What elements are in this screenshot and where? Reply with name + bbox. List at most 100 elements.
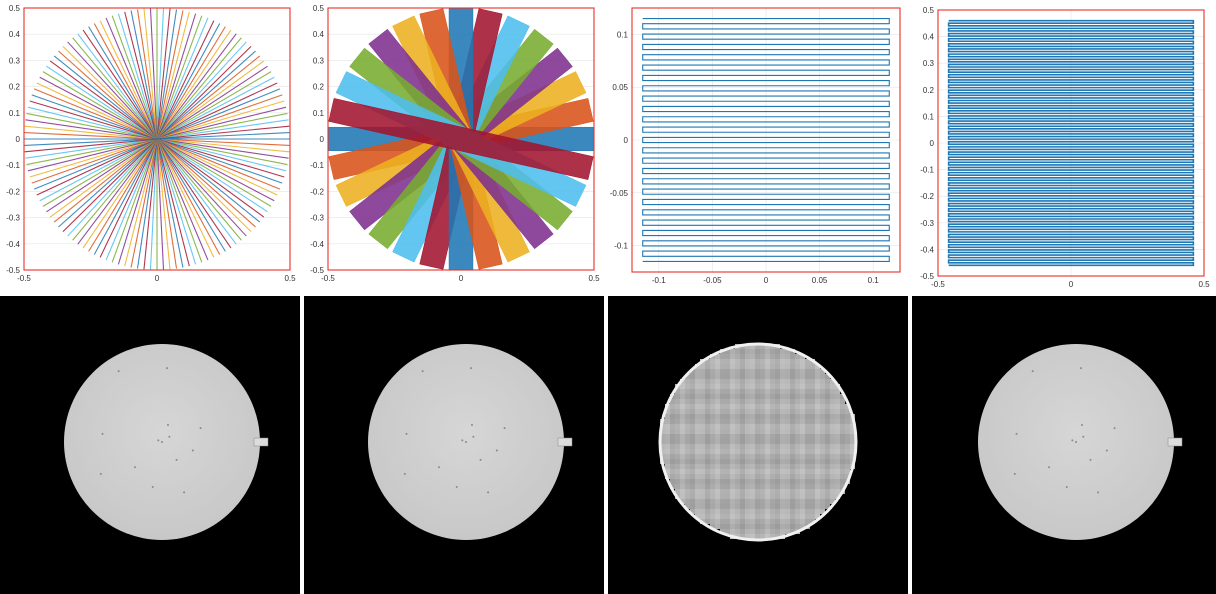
boundary-box — [937, 9, 1205, 277]
y-tick-label: -0.1 — [920, 166, 934, 175]
marker-artifact — [557, 437, 573, 447]
y-tick-label: 0.2 — [923, 86, 935, 95]
y-tick-label: -0.5 — [310, 266, 324, 275]
boundary-box — [23, 7, 291, 271]
reconstruction-image-1 — [0, 296, 300, 594]
speck — [472, 435, 475, 438]
speck — [1065, 486, 1068, 489]
speck — [1079, 367, 1082, 370]
x-tick-label: 0 — [155, 274, 160, 283]
marker-artifact — [253, 437, 269, 447]
y-tick-label: 0.3 — [313, 56, 325, 65]
cartesian-low-res-panel: -0.1 -0.05 0 0.05 0.1 0.1 0.05 0 -0.05 -0.1 — [608, 0, 908, 292]
y-tick-label: 0.2 — [9, 83, 21, 92]
phantom-disc-image — [368, 344, 573, 540]
x-tick-label: 0.5 — [588, 274, 600, 283]
speck — [465, 441, 467, 443]
x-tick-label: 0.05 — [812, 276, 828, 285]
speck — [183, 491, 186, 494]
speck — [437, 466, 440, 469]
y-tick-label: 0 — [624, 136, 629, 145]
speck — [1097, 491, 1100, 494]
speck — [1080, 424, 1083, 427]
speck — [455, 486, 458, 489]
radial-trajectory-panel: -0.5 0 0.5 0.5 0.4 0.3 0.2 0.1 0 -0.1 -0.2 -0.3 -0.4… — [0, 0, 300, 292]
phantom-disc-image — [658, 342, 858, 542]
speck — [421, 370, 424, 373]
y-tick-label: -0.05 — [610, 189, 629, 198]
y-tick-label: 0.4 — [923, 33, 935, 42]
y-tick-label: 0 — [930, 139, 935, 148]
x-tick-label: -0.5 — [17, 274, 31, 283]
x-tick-label: -0.5 — [931, 280, 945, 289]
y-tick-label: 0.3 — [923, 59, 935, 68]
y-tick-label: 0.2 — [313, 83, 325, 92]
phantom-disc-image — [64, 344, 269, 540]
speck — [1015, 432, 1018, 435]
speck — [151, 486, 154, 489]
speck — [405, 432, 408, 435]
x-tick-label: 0.5 — [284, 274, 296, 283]
speck — [1071, 439, 1074, 442]
y-tick-label: 0.5 — [313, 4, 325, 13]
y-tick-label: 0.4 — [9, 30, 21, 39]
y-tick-label: -0.1 — [6, 161, 20, 170]
cartesian-full-chart: -0.5 0 0.5 0.5 0.4 0.3 0.2 0.1 0 -0.1 -0.2 -0.3 -0.4… — [920, 6, 1210, 289]
speck — [1013, 472, 1016, 475]
x-tick-label: 0.1 — [868, 276, 880, 285]
y-tick-label: -0.1 — [614, 242, 628, 251]
speck — [133, 466, 136, 469]
y-tick-label: 0.5 — [9, 4, 21, 13]
speck — [168, 435, 171, 438]
y-tick-label: 0.05 — [612, 83, 628, 92]
speck — [157, 439, 160, 442]
speck — [479, 458, 482, 461]
speck — [101, 432, 104, 435]
speck — [1113, 427, 1116, 430]
y-tick-label: 0.1 — [617, 30, 629, 39]
y-tick-label: -0.5 — [920, 272, 934, 281]
x-tick-label: -0.5 — [321, 274, 335, 283]
y-tick-label: 0.4 — [313, 30, 325, 39]
x-tick-label: -0.1 — [652, 276, 666, 285]
blade-trajectory-chart: -0.5 0 0.5 0.5 0.4 0.3 0.2 0.1 0 -0.1 -0.2 -0.3 -0.4… — [310, 4, 600, 283]
y-tick-label: 0.1 — [923, 112, 935, 121]
speck — [403, 472, 406, 475]
speck — [1082, 435, 1085, 438]
boundary-box — [327, 7, 595, 271]
x-tick-label: 0 — [1069, 280, 1074, 289]
y-tick-label: -0.2 — [920, 192, 934, 201]
trajectory-blade — [328, 98, 594, 180]
x-tick-label: 0 — [764, 276, 769, 285]
speck — [503, 427, 506, 430]
speck — [99, 472, 102, 475]
disc-edge — [658, 342, 858, 542]
y-tick-label: -0.2 — [310, 187, 324, 196]
y-tick-label: -0.4 — [6, 240, 20, 249]
marker-artifact — [1167, 437, 1183, 447]
reconstruction-image-2 — [304, 296, 604, 594]
blade-trajectory-panel: -0.5 0 0.5 0.5 0.4 0.3 0.2 0.1 0 -0.1 -0.2 -0.3 -0.4… — [304, 0, 604, 292]
y-tick-label: -0.4 — [310, 240, 324, 249]
speck — [199, 427, 202, 430]
x-tick-label: 0 — [459, 274, 464, 283]
speck — [487, 491, 490, 494]
y-tick-label: -0.1 — [310, 161, 324, 170]
x-tick-label: 0.5 — [1198, 280, 1210, 289]
speck — [1047, 466, 1050, 469]
reconstruction-image-3 — [608, 296, 908, 594]
speck — [469, 367, 472, 370]
y-tick-label: 0 — [16, 135, 21, 144]
y-tick-label: -0.5 — [6, 266, 20, 275]
y-tick-label: 0.1 — [9, 109, 21, 118]
trajectory-spoke — [24, 132, 290, 146]
boundary-box — [631, 7, 901, 273]
speck — [1105, 449, 1108, 452]
y-tick-label: -0.3 — [6, 214, 20, 223]
y-tick-label: -0.3 — [310, 214, 324, 223]
y-tick-label: 0.3 — [9, 56, 21, 65]
y-tick-label: -0.2 — [6, 187, 20, 196]
speck — [117, 370, 120, 373]
phantom-disc-image — [978, 344, 1183, 540]
speck — [461, 439, 464, 442]
